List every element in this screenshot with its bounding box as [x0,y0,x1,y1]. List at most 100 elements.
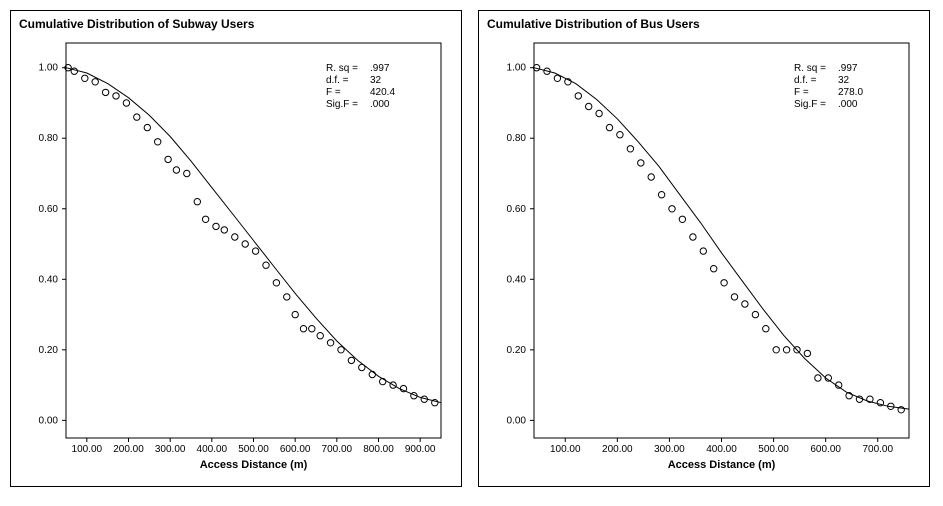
data-point [92,79,98,85]
fitted-curve [66,68,441,403]
stats-label: d.f. = [326,75,349,86]
data-point [617,132,623,138]
stats-value: .997 [838,63,858,74]
data-point [432,400,438,406]
data-point [783,347,789,353]
x-tick-label: 300.00 [654,444,685,455]
data-point [575,93,581,99]
data-point [232,234,238,240]
data-point [669,206,675,212]
data-point [606,124,612,130]
x-tick-label: 400.00 [706,444,737,455]
data-point [184,170,190,176]
data-point [721,280,727,286]
stats-value: .000 [838,99,858,110]
data-point [263,262,269,268]
data-point [700,248,706,254]
fitted-curve [534,68,909,409]
x-tick-label: 300.00 [155,444,186,455]
x-axis-label: Access Distance (m) [668,459,776,471]
stats-value: .000 [370,99,390,110]
data-point [242,241,248,247]
data-point [752,311,758,317]
data-point [221,227,227,233]
x-tick-label: 200.00 [113,444,144,455]
data-point [369,371,375,377]
data-point [273,280,279,286]
data-point [856,396,862,402]
data-point [804,350,810,356]
stats-label: F = [326,87,341,98]
stats-value: 278.0 [838,87,863,98]
data-point [359,364,365,370]
data-point [300,326,306,332]
data-point [309,326,315,332]
chart-title: Cumulative Distribution of Bus Users [479,11,929,31]
data-point [658,192,664,198]
data-point [292,311,298,317]
y-tick-label: 0.20 [507,345,527,356]
y-tick-label: 0.20 [39,345,59,356]
data-point [690,234,696,240]
x-tick-label: 100.00 [550,444,581,455]
data-point [554,75,560,81]
x-tick-label: 600.00 [280,444,311,455]
data-point [638,160,644,166]
x-tick-label: 100.00 [72,444,103,455]
data-point [123,100,129,106]
chart-panels: Cumulative Distribution of Subway Users0… [10,10,933,487]
y-tick-label: 0.80 [507,133,527,144]
data-point [134,114,140,120]
chart-svg: 0.00 0.20 0.40 0.60 0.80 1.00 100.00 200.00 300.… [11,31,461,484]
y-tick-label: 0.60 [507,204,527,215]
data-point [213,223,219,229]
data-point [327,340,333,346]
data-point [338,347,344,353]
data-point [742,301,748,307]
data-point [173,167,179,173]
data-point [815,375,821,381]
chart-panel-0: Cumulative Distribution of Subway Users0… [10,10,462,487]
chart-svg: 0.00 0.20 0.40 0.60 0.80 1.00 100.00 200.00 300.… [479,31,929,484]
y-tick-label: 0.40 [39,274,59,285]
data-point [284,294,290,300]
stats-label: Sig.F = [326,99,358,110]
data-point [113,93,119,99]
y-tick-label: 0.00 [39,415,59,426]
data-point [731,294,737,300]
data-point [711,266,717,272]
x-axis-label: Access Distance (m) [200,459,308,471]
x-tick-label: 800.00 [363,444,394,455]
y-tick-label: 0.60 [39,204,59,215]
data-point [773,347,779,353]
y-tick-label: 1.00 [507,63,527,74]
stats-label: F = [794,87,809,98]
data-point [165,156,171,162]
y-tick-label: 0.00 [507,415,527,426]
data-point [679,216,685,222]
data-point [348,357,354,363]
data-point [202,216,208,222]
y-tick-label: 0.40 [507,274,527,285]
x-tick-label: 900.00 [405,444,436,455]
chart-panel-1: Cumulative Distribution of Bus Users0.00… [478,10,930,487]
y-tick-label: 0.80 [39,133,59,144]
data-point [102,89,108,95]
x-tick-label: 700.00 [862,444,893,455]
stats-value: 32 [370,75,382,86]
data-point [877,400,883,406]
stats-value: 420.4 [370,87,395,98]
stats-label: Sig.F = [794,99,826,110]
data-point [144,124,150,130]
stats-label: R. sq = [794,63,826,74]
data-point [586,103,592,109]
x-tick-label: 200.00 [602,444,633,455]
data-point [763,326,769,332]
data-point [71,68,77,74]
data-point [155,139,161,145]
stats-value: .997 [370,63,390,74]
y-tick-label: 1.00 [39,63,59,74]
x-tick-label: 700.00 [322,444,353,455]
x-tick-label: 600.00 [810,444,841,455]
stats-value: 32 [838,75,850,86]
